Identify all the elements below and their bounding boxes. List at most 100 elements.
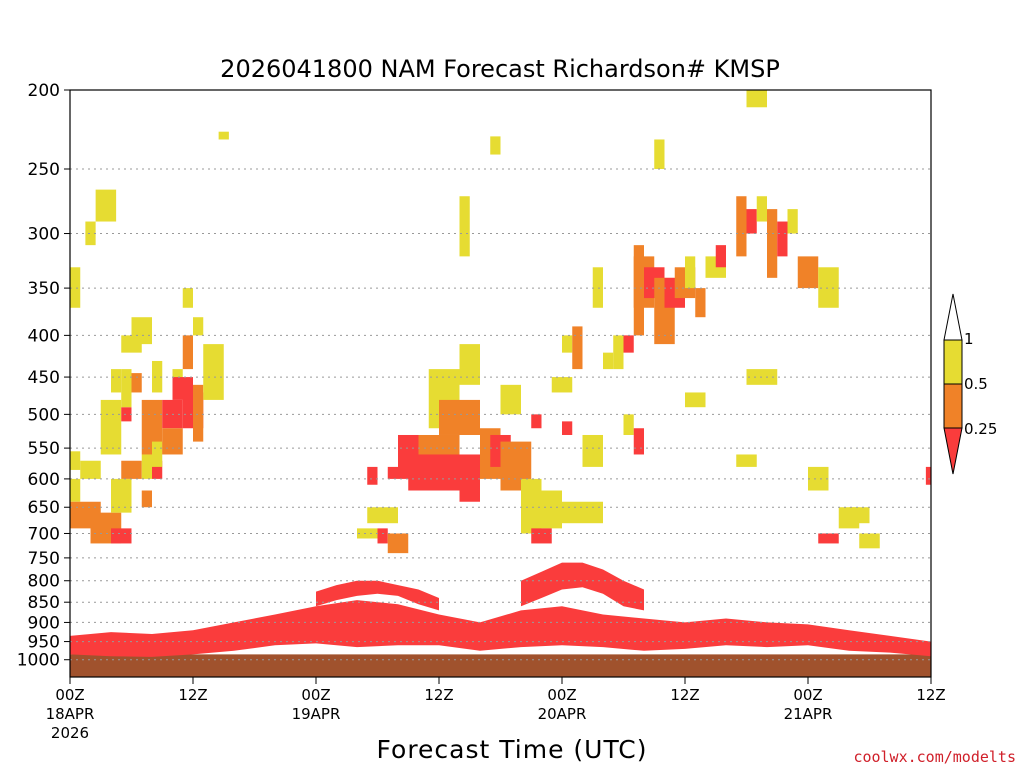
ri-cell-red-88: [777, 221, 788, 257]
ri-cell-red-85: [746, 209, 757, 234]
ri-cell-yellow-19: [141, 454, 152, 479]
x-tick-date-0: 18APR: [46, 705, 95, 723]
y-tick-label-650: 650: [28, 498, 60, 518]
x-tick-time-6: 00Z: [793, 686, 822, 704]
ri-cell-yellow-80: [654, 139, 665, 169]
ri-cell-yellow-52: [500, 384, 521, 415]
ri-cell-red-79: [715, 245, 726, 268]
ri-cell-orange-84: [736, 196, 747, 257]
ri-cell-orange-17: [131, 373, 142, 393]
ri-cell-yellow-53: [459, 196, 470, 257]
ri-cell-yellow-97: [859, 533, 880, 549]
ri-cell-orange-28: [182, 335, 193, 370]
plot-frame: [69, 89, 932, 678]
ri-cell-yellow-93: [746, 90, 767, 108]
ri-cell-yellow-8: [111, 369, 122, 393]
y-tick-label-750: 750: [28, 549, 60, 569]
y-tick-label-950: 950: [28, 633, 60, 653]
y-tick-label-200: 200: [28, 81, 60, 101]
ri-cell-red-41: [387, 466, 398, 479]
y-tick-label-250: 250: [28, 160, 60, 180]
ri-cell-yellow-57: [562, 501, 603, 524]
ri-cell-red-48: [459, 454, 480, 502]
ri-cell-orange-30: [193, 384, 204, 442]
x-tick-time-0: 00Z: [55, 686, 84, 704]
ri-cell-yellow-59: [551, 377, 573, 393]
ri-cell-yellow-56: [541, 490, 562, 529]
legend-label-2: 0.25: [964, 420, 997, 438]
x-tick-date-2: 19APR: [292, 705, 341, 723]
legend-label-1: 0.5: [964, 375, 988, 393]
ground-fill: [70, 654, 931, 677]
ri-cell-yellow-11: [111, 478, 132, 513]
ri-cell-yellow-36: [357, 528, 378, 539]
ri-cell-red-99: [925, 466, 931, 485]
ri-cell-yellow-6: [95, 189, 117, 222]
ri-cell-yellow-100: [808, 466, 829, 491]
y-tick-label-600: 600: [28, 470, 60, 490]
x-tick-time-7: 12Z: [916, 686, 945, 704]
y-tick-label-300: 300: [28, 225, 60, 245]
y-axis: 200 250 300 350 400 450 500 550 600 650 700 750 8008…: [17, 81, 70, 671]
ri-cell-yellow-55: [521, 478, 542, 534]
y-tick-label-350: 350: [28, 279, 60, 299]
ri-cell-yellow-64: [582, 434, 603, 467]
ri-cell-yellow-81: [685, 392, 706, 408]
ri-cell-yellow-61: [562, 335, 573, 353]
ri-cell-yellow-54: [490, 136, 501, 155]
x-tick-time-2: 00Z: [301, 686, 330, 704]
ri-cell-yellow-65: [592, 267, 603, 308]
ri-cell-red-21: [152, 460, 163, 479]
ri-cell-yellow-94: [736, 454, 757, 467]
ri-cell-yellow-32: [182, 288, 193, 308]
ri-cell-orange-87: [767, 209, 778, 278]
ri-cell-yellow-47: [459, 344, 480, 385]
ri-cell-yellow-35: [218, 131, 229, 140]
ri-cell-yellow-38: [367, 507, 398, 524]
ri-cell-red-68: [623, 335, 634, 353]
ri-cell-red-95: [818, 533, 839, 544]
ri-cell-orange-18: [141, 490, 152, 508]
ri-cell-yellow-4: [80, 460, 101, 479]
credit-text: coolwx.com/modelts: [853, 748, 1016, 766]
ri-cell-red-39: [377, 528, 388, 544]
ri-cell-yellow-98: [849, 507, 870, 524]
ri-cell-red-37: [367, 466, 378, 485]
x-tick-date-4: 20APR: [538, 705, 587, 723]
ri-cell-yellow-31: [193, 317, 204, 336]
x-axis-label: Forecast Time (UTC): [377, 735, 648, 764]
y-tick-label-700: 700: [28, 524, 60, 544]
legend-swatch-above-1: [943, 293, 963, 341]
y-tick-label-800: 800: [28, 572, 60, 592]
y-tick-label-400: 400: [28, 326, 60, 346]
x-tick-date-6: 21APR: [784, 705, 833, 723]
legend: 1 0.5 0.25: [943, 293, 997, 475]
ri-cell-red-44: [408, 454, 460, 491]
ri-cell-red-10: [121, 407, 132, 422]
ri-cell-orange-77: [695, 288, 706, 318]
y-tick-label-1000: 1000: [17, 651, 60, 671]
ri-cell-yellow-9: [100, 399, 122, 455]
ri-cell-orange-90: [797, 256, 819, 289]
legend-swatch-below-0.25: [943, 427, 963, 475]
ri-cell-orange-20: [141, 399, 163, 455]
ri-cell-yellow-76: [685, 256, 696, 289]
ri-cell-yellow-0: [70, 267, 81, 308]
ri-band-0: [70, 600, 931, 657]
x-tick-time-4: 00Z: [547, 686, 576, 704]
ri-cell-yellow-5: [85, 221, 96, 246]
ri-cell-yellow-22: [152, 441, 163, 467]
legend-label-0: 1: [964, 330, 974, 348]
ri-cell-yellow-91: [818, 267, 839, 308]
ri-cell-yellow-66: [603, 352, 614, 370]
ri-cell-orange-14: [121, 460, 142, 479]
ri-cell-orange-25: [162, 428, 183, 455]
ri-cell-orange-46: [439, 399, 480, 435]
chart-title: 2026041800 NAM Forecast Richardson# KMSP: [220, 55, 780, 83]
ri-band-1: [316, 580, 439, 611]
ri-cell-yellow-1: [70, 451, 81, 470]
x-tick-time-5: 12Z: [670, 686, 699, 704]
ri-cell-orange-62: [572, 326, 583, 370]
